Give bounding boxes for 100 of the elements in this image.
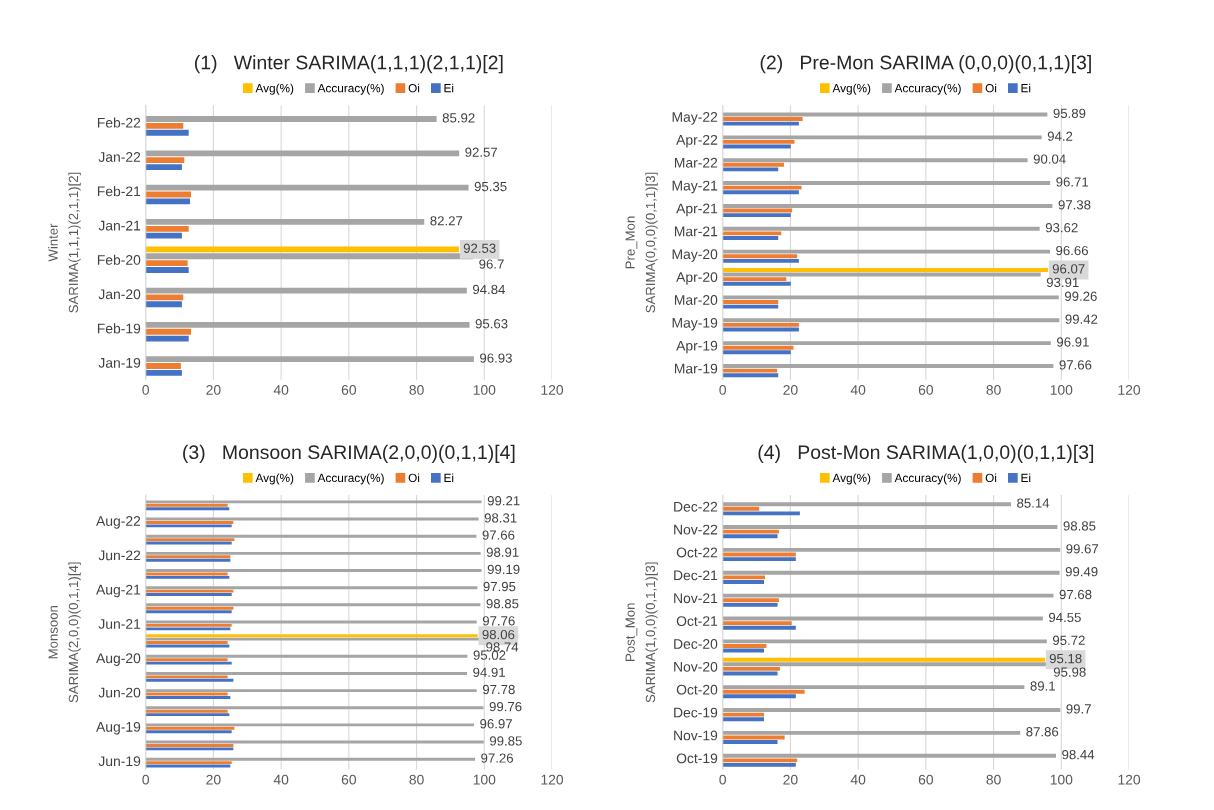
bar <box>145 623 232 627</box>
legend-label: Oi <box>985 83 997 93</box>
y-tick-label: Nov-20 <box>674 661 718 672</box>
y-tick-label: Nov-19 <box>674 730 718 741</box>
bar <box>722 117 803 121</box>
bar <box>145 507 230 511</box>
x-tick-label: 20 <box>206 774 221 785</box>
bar <box>722 689 805 694</box>
data-label: 97.38 <box>1058 200 1091 210</box>
bar <box>722 318 1060 323</box>
data-label: 90.04 <box>1033 154 1066 164</box>
bar <box>145 696 231 699</box>
data-label: 94.55 <box>1049 612 1081 623</box>
x-tick-label: 0 <box>142 774 149 785</box>
bar <box>145 335 189 342</box>
text: SARIMA(1,1,1)(2,1,1)[2] <box>68 172 81 313</box>
data-label: 87.86 <box>1026 727 1059 737</box>
y-tick-label: Dec-21 <box>674 570 718 581</box>
legend-label: Avg(%) <box>832 83 871 95</box>
data-label: 92.57 <box>465 147 498 157</box>
y-tick-label: Oct-19 <box>676 753 718 764</box>
bar <box>722 644 767 648</box>
y-tick-label: Jun-20 <box>98 687 141 698</box>
data-label: 98.74 <box>486 642 519 652</box>
data-label: 98.85 <box>486 599 519 609</box>
x-tick-label: 40 <box>273 384 289 395</box>
bar <box>722 345 794 350</box>
y-tick-label: May-20 <box>672 249 718 262</box>
bar <box>722 506 760 511</box>
legend-label: Avg(%) <box>255 473 294 485</box>
bar <box>722 162 784 167</box>
bar <box>722 121 799 126</box>
bar <box>145 713 230 717</box>
data-label: 95.98 <box>1053 667 1086 677</box>
bar <box>145 184 469 191</box>
text: SARIMA(0,0,0)(0,1,1)[3] <box>645 172 658 313</box>
x-tick-label: 120 <box>541 384 564 395</box>
bar <box>722 593 1054 598</box>
bar <box>145 301 182 308</box>
data-label: 95.72 <box>1052 635 1085 645</box>
y-tick-label: Feb-19 <box>97 323 141 334</box>
bar <box>722 621 792 626</box>
bar <box>722 158 1028 163</box>
y-tick-label: May-19 <box>672 317 718 331</box>
x-tick-label: 80 <box>986 384 1001 395</box>
bar <box>145 321 470 328</box>
legend-label: Ei <box>1021 83 1031 93</box>
y-tick-label: Apr-19 <box>676 340 718 354</box>
y-tick-label: Jan-22 <box>98 152 141 162</box>
bar <box>722 350 791 355</box>
data-label: 98.31 <box>484 513 517 523</box>
y-tick-label: Jan-20 <box>98 289 141 300</box>
y-tick-label: Nov-22 <box>674 524 718 535</box>
data-label: 96.91 <box>1057 337 1089 347</box>
y-tick-label: Oct-22 <box>676 547 718 558</box>
bar <box>722 135 1042 140</box>
bar <box>722 580 764 584</box>
bar <box>722 373 779 378</box>
data-label: 94.84 <box>473 284 506 295</box>
data-label: 98.91 <box>486 547 519 557</box>
bar <box>145 198 191 205</box>
y-tick-label: Feb-22 <box>97 117 141 128</box>
bar <box>722 666 780 671</box>
bar <box>145 757 476 761</box>
bar <box>722 300 779 304</box>
bar <box>722 364 1054 368</box>
bar <box>722 226 1040 231</box>
bar <box>145 627 231 631</box>
legend-label: Accuracy(%) <box>317 473 384 485</box>
bar <box>145 606 234 610</box>
bar <box>145 328 192 335</box>
y-tick-label: Apr-20 <box>676 272 718 285</box>
data-label: 97.26 <box>481 753 514 763</box>
bar <box>145 610 232 614</box>
y-tick-label: May-21 <box>672 180 718 194</box>
y-tick-label: Jun-21 <box>98 619 141 629</box>
data-label: 95.02 <box>473 650 506 660</box>
y-tick-label: May-22 <box>672 112 718 125</box>
chart-title: (4) Post-Mon SARIMA(1,0,0)(0,1,1)[3] <box>758 444 1094 463</box>
data-label: 99.26 <box>1064 291 1097 301</box>
data-label: 96.93 <box>480 353 512 363</box>
y-tick-label: Oct-21 <box>676 616 718 626</box>
bar <box>722 685 1025 690</box>
bar <box>722 717 764 722</box>
data-label: 99.42 <box>1065 314 1098 324</box>
text: Post_Mon <box>625 603 638 661</box>
x-tick-label: 80 <box>409 384 424 395</box>
text: Pre_Mon <box>625 216 638 269</box>
chart-title: (1) Winter SARIMA(1,1,1)(2,1,1)[2] <box>195 55 503 74</box>
legend-label: Oi <box>985 473 997 483</box>
bar <box>722 602 778 607</box>
y-tick-label: Aug-20 <box>96 653 141 666</box>
bar <box>722 236 779 240</box>
data-label: 85.92 <box>442 113 475 123</box>
bar <box>722 639 1047 644</box>
y-tick-label: Dec-19 <box>674 707 718 718</box>
y-tick-label: Aug-19 <box>96 721 141 735</box>
bar <box>722 712 764 717</box>
bar <box>722 547 1061 552</box>
y-tick-label: Aug-21 <box>96 584 141 598</box>
